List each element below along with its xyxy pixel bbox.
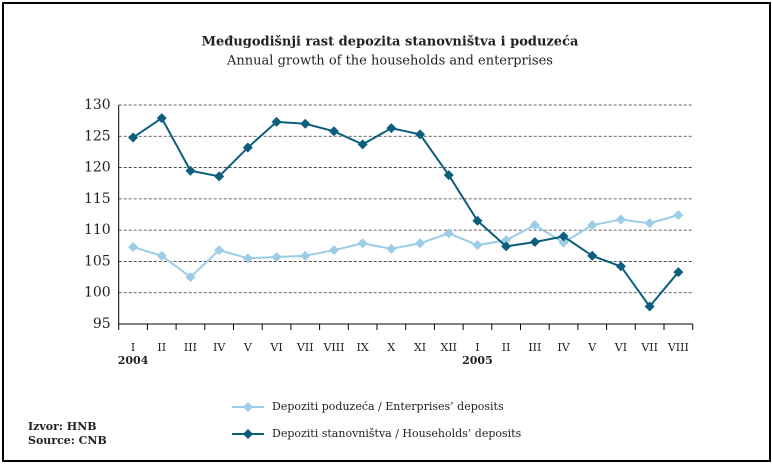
y-tick-label: 95 (93, 316, 111, 332)
x-tick-label: VIII (322, 341, 344, 354)
marker (673, 267, 684, 278)
marker (673, 210, 684, 221)
marker (242, 253, 253, 264)
marker (558, 231, 569, 242)
y-tick-label: 130 (84, 97, 111, 113)
marker (644, 301, 655, 312)
source: Source: CNB (28, 434, 107, 447)
x-tick-label: VII (640, 341, 658, 354)
series-line (132, 116, 680, 309)
marker (328, 126, 339, 137)
year-label: 2004 (118, 354, 149, 367)
marker (185, 165, 196, 176)
marker (214, 245, 225, 256)
marker (443, 170, 454, 181)
legend-marker (243, 402, 253, 412)
marker (328, 245, 339, 256)
x-tick-label: IV (557, 341, 570, 354)
x-tick-label: VI (269, 341, 282, 354)
x-tick-label: X (387, 341, 395, 354)
marker (242, 142, 253, 153)
x-tick-label: V (243, 341, 253, 354)
marker (128, 242, 139, 253)
marker (415, 129, 426, 140)
x-tick-label: VI (614, 341, 627, 354)
chart-subtitle: Annual growth of the households and ente… (226, 54, 553, 69)
y-tick-label: 110 (84, 222, 111, 238)
x-tick-label: II (157, 341, 166, 354)
x-tick-label: VII (296, 341, 314, 354)
marker (501, 235, 512, 246)
x-tick-label: XII (440, 341, 457, 354)
marker (386, 243, 397, 254)
marker (529, 220, 540, 231)
marker (271, 116, 282, 127)
x-tick-label: IV (213, 341, 226, 354)
marker (472, 215, 483, 226)
marker (214, 171, 225, 182)
marker (501, 241, 512, 252)
marker (472, 240, 483, 251)
frame (2, 2, 771, 462)
source: Izvor: HNB (28, 420, 97, 433)
marker (185, 272, 196, 283)
legend-marker (243, 429, 253, 439)
x-tick-label: VIII (667, 341, 689, 354)
marker (128, 132, 139, 143)
marker (300, 250, 311, 261)
marker (357, 139, 368, 150)
marker (271, 252, 282, 263)
series-line (132, 214, 679, 279)
x-tick-label: II (502, 341, 511, 354)
x-tick-label: I (475, 341, 479, 354)
y-tick-label: 115 (84, 191, 111, 207)
marker (558, 237, 569, 248)
y-tick-label: 120 (84, 160, 111, 176)
marker (529, 237, 540, 248)
x-tick-label: I (131, 341, 135, 354)
marker (386, 123, 397, 134)
x-tick-label: V (587, 341, 597, 354)
y-tick-label: 105 (84, 253, 111, 269)
marker (357, 238, 368, 249)
x-tick-label: IX (357, 341, 369, 354)
marker (156, 250, 167, 261)
chart-title: Međugodišnji rast depozita stanovništva … (202, 35, 579, 50)
marker (156, 113, 167, 124)
x-tick-label: III (184, 341, 197, 354)
y-tick-label: 100 (84, 285, 111, 301)
marker (644, 218, 655, 229)
legend-label: Depoziti stanovništva / Households’ depo… (272, 427, 522, 440)
y-tick-label: 125 (84, 128, 111, 144)
marker (300, 118, 311, 129)
x-tick-label: III (528, 341, 541, 354)
marker (443, 228, 454, 239)
legend-label: Depoziti poduzeća / Enterprises’ deposit… (272, 400, 504, 413)
marker (415, 238, 426, 249)
marker (615, 261, 626, 272)
marker (587, 250, 598, 261)
x-tick-label: XI (414, 341, 426, 354)
year-label: 2005 (462, 354, 493, 367)
marker (615, 214, 626, 225)
marker (587, 220, 598, 231)
